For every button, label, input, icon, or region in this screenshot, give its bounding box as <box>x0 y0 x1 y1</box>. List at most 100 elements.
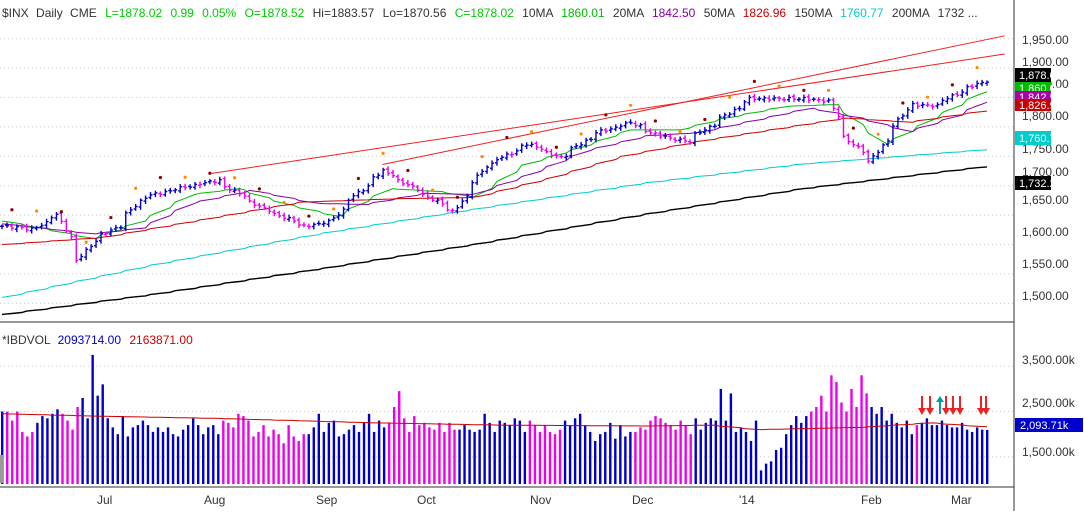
volume-bar <box>478 429 481 484</box>
price-bar <box>435 197 440 204</box>
price-bar <box>851 139 856 148</box>
price-bar <box>970 84 975 90</box>
volume-bar <box>900 427 903 484</box>
signal-dot <box>901 101 905 105</box>
volume-bar <box>6 411 9 484</box>
price-bar <box>509 151 514 158</box>
ma150-value: 1760.77 <box>840 6 884 20</box>
price-bar <box>737 105 742 112</box>
volume-bar <box>624 436 627 484</box>
volume-bar <box>915 425 919 484</box>
volume-bar <box>121 416 125 484</box>
volume-bar <box>337 436 341 484</box>
signal-dot <box>233 176 237 180</box>
arrow-head <box>942 408 950 415</box>
volume-bar <box>975 427 979 484</box>
signal-dot <box>59 210 63 214</box>
volume-bar <box>905 420 908 484</box>
price-bar <box>29 225 34 234</box>
last-value: L=1878.02 <box>105 6 162 20</box>
volume-bar <box>689 434 692 484</box>
price-bar <box>277 210 282 219</box>
price-bar <box>168 187 173 194</box>
volume-bar <box>217 434 220 484</box>
price-bar <box>881 143 886 154</box>
price-bar <box>306 223 311 230</box>
ma-line-20ma <box>1 101 988 235</box>
price-bar <box>985 80 989 86</box>
price-bar <box>331 215 336 222</box>
volume-bar <box>458 429 461 484</box>
last-price-badge <box>1015 68 1051 82</box>
volume-bar <box>860 375 863 484</box>
price-bar <box>925 102 930 108</box>
price-bar <box>282 212 287 222</box>
price-bar <box>930 103 935 110</box>
price-bar <box>405 180 410 188</box>
volume-bar <box>679 420 682 484</box>
price-bars <box>0 79 989 263</box>
volume-bar <box>352 425 356 484</box>
price-bar <box>871 152 876 165</box>
signal-dot <box>307 214 311 218</box>
price-bar <box>98 230 103 244</box>
price-bar <box>697 129 702 136</box>
signal-dot <box>554 145 558 149</box>
price-tick-label: 1,550.00 <box>1022 257 1069 271</box>
volume-bar <box>614 438 617 484</box>
volume-bar <box>202 434 205 484</box>
signal-dot <box>109 215 113 220</box>
symbol: $INX <box>2 6 29 20</box>
volume-bar <box>322 431 326 484</box>
high-value: Hi=1883.57 <box>313 6 375 20</box>
volume-bar <box>845 411 848 484</box>
left-scroll-grip[interactable] <box>0 455 3 483</box>
scroll-handle[interactable] <box>0 455 3 483</box>
price-bar <box>450 208 455 214</box>
ma200-label: 200MA <box>892 6 930 20</box>
price-bar <box>623 120 628 129</box>
price-tick-label: 1,900.00 <box>1022 55 1069 69</box>
down-arrow-icon <box>949 396 957 415</box>
volume-bar <box>935 425 939 484</box>
volume-bar <box>945 425 949 484</box>
volume-bar <box>865 393 868 484</box>
change-percent: 0.05% <box>202 6 236 20</box>
volume-bar <box>875 413 878 484</box>
volume-bar <box>403 418 406 484</box>
change-value: 0.99 <box>170 6 194 20</box>
price-bar <box>791 94 796 103</box>
arrow-head <box>918 408 926 415</box>
volume-bar <box>830 375 833 484</box>
price-bar <box>638 122 643 129</box>
month-label: Oct <box>417 493 436 507</box>
volume-bar <box>558 429 562 484</box>
ma50-badge <box>1015 99 1051 111</box>
price-bar <box>742 99 747 111</box>
volume-bar <box>739 427 743 484</box>
volume-bar <box>684 425 687 484</box>
volume-bar <box>784 434 788 484</box>
price-bar <box>796 97 801 102</box>
price-bar <box>826 97 831 103</box>
signal-dot <box>876 132 880 136</box>
price-bar <box>559 153 564 159</box>
volume-bar <box>790 425 793 484</box>
volume-bar <box>171 434 175 484</box>
volume-bar <box>769 461 773 484</box>
price-bar <box>584 137 589 148</box>
volume-bar <box>196 425 200 484</box>
volume-bar <box>41 416 44 484</box>
volume-bar <box>212 425 215 484</box>
volume-bar <box>518 420 522 484</box>
volume-bar <box>920 422 924 484</box>
volume-bar <box>870 407 873 484</box>
price-bar <box>272 209 277 217</box>
price-bar <box>529 141 534 148</box>
volume-bar <box>357 431 361 484</box>
volume-bar <box>493 431 496 484</box>
volume-bar <box>126 436 130 484</box>
volume-bar <box>272 429 275 484</box>
